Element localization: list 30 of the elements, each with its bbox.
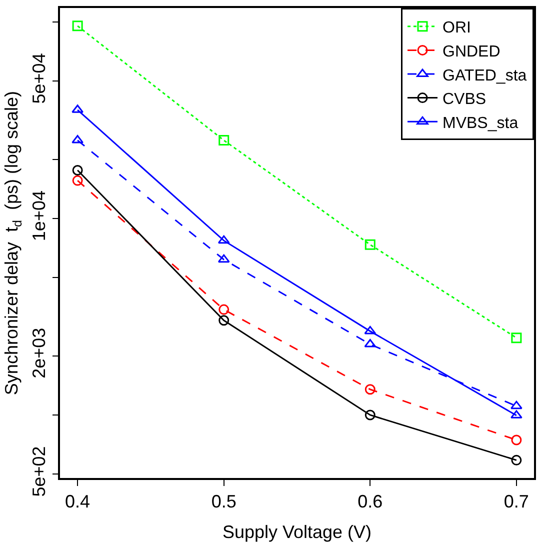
x-tick-label: 0.7 [504,491,529,512]
legend-label: ORI [442,20,471,37]
point [72,165,83,176]
x-tick-label: 0.4 [65,491,90,512]
point [218,254,230,263]
y-tick-label: 5e+02 [29,446,50,497]
x-tick-label: 0.6 [358,491,383,512]
point [511,434,522,446]
x-axis-title: Supply Voltage (V) [222,522,372,542]
x-tick-label: 0.5 [211,491,236,512]
point [72,20,83,32]
point [218,304,230,315]
point [364,326,376,334]
point [364,384,376,395]
y-tick-label: 2e+03 [29,328,50,378]
point [218,135,230,146]
point [218,235,230,244]
point [511,454,522,466]
point [364,239,376,250]
legend-label: MVBS_sta [442,114,518,132]
point [510,400,522,410]
point [364,410,376,420]
legend-label: GATED_sta [442,67,527,84]
point [218,315,230,326]
point [511,332,522,344]
y-tick-label: 5e+04 [29,53,50,104]
y-tick-label: 1e+04 [29,190,50,242]
legend-label: GNDED [442,43,500,60]
point [72,175,83,186]
legend-label: CVBS [442,91,486,108]
